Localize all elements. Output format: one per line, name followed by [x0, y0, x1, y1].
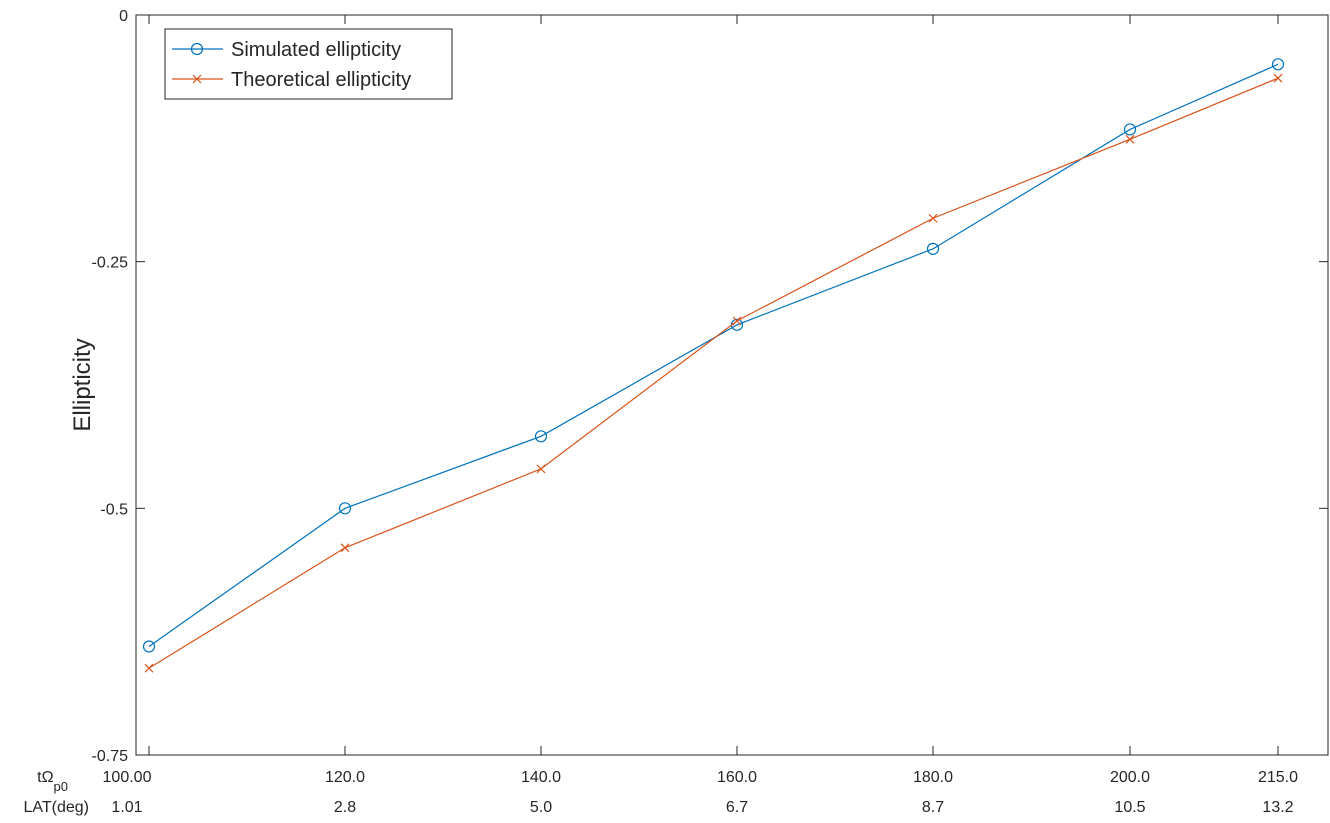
data-point-circle [534, 430, 548, 443]
data-point-x [1273, 73, 1283, 83]
x-tick-label: 10.5 [1114, 799, 1145, 816]
x-tick-label: 1.01 [111, 799, 142, 816]
data-point-x [928, 213, 938, 223]
legend-label: Theoretical ellipticity [231, 69, 411, 91]
x-tick-label: 100.00 [103, 769, 152, 786]
legend-marker-circle [190, 42, 204, 56]
legend: Simulated ellipticity Theoretical ellipti… [164, 28, 453, 100]
x-tick-label: 6.7 [726, 799, 748, 816]
data-point-x [536, 464, 546, 474]
legend-box [164, 28, 453, 100]
data-point-circle [338, 502, 352, 515]
x-tick-label: 180.0 [913, 769, 953, 786]
data-point-circle [1271, 58, 1285, 71]
x-row-label: tΩp0 [37, 769, 68, 794]
data-point-circle [142, 640, 156, 653]
series-group [142, 58, 1285, 673]
y-axis: 0 -0.25 -0.5 -0.75 [92, 8, 1328, 765]
data-point-x [1125, 134, 1135, 144]
data-point-circle [926, 242, 940, 255]
x-axis: tΩp0 100.00 120.0 140.0 160.0 180.0 200.0 215.0… [23, 15, 1298, 816]
series-line [148, 63, 1279, 647]
x-tick-label: 215.0 [1258, 769, 1298, 786]
x-row-label: LAT(deg) [23, 799, 89, 816]
x-tick-label: 140.0 [521, 769, 561, 786]
x-tick-label: 2.8 [334, 799, 356, 816]
x-tick-label: 5.0 [530, 799, 552, 816]
y-tick-label: 0 [119, 8, 128, 25]
y-tick-label: -0.5 [100, 501, 128, 518]
legend-marker-x [192, 74, 202, 84]
x-tick-label: 160.0 [717, 769, 757, 786]
y-tick-label: -0.75 [92, 748, 129, 765]
data-point-circle [1123, 123, 1137, 136]
x-tick-label: 8.7 [922, 799, 944, 816]
x-tick-label: 200.0 [1110, 769, 1150, 786]
x-tick-label: 120.0 [325, 769, 365, 786]
plot-area [135, 14, 1329, 756]
data-point-x [144, 663, 154, 673]
data-point-x [732, 316, 742, 326]
data-point-x [340, 543, 350, 553]
legend-label: Simulated ellipticity [231, 39, 401, 61]
y-axis-title: Ellipticity [69, 338, 96, 431]
y-tick-label: -0.25 [92, 255, 129, 272]
x-tick-label: 13.2 [1262, 799, 1293, 816]
